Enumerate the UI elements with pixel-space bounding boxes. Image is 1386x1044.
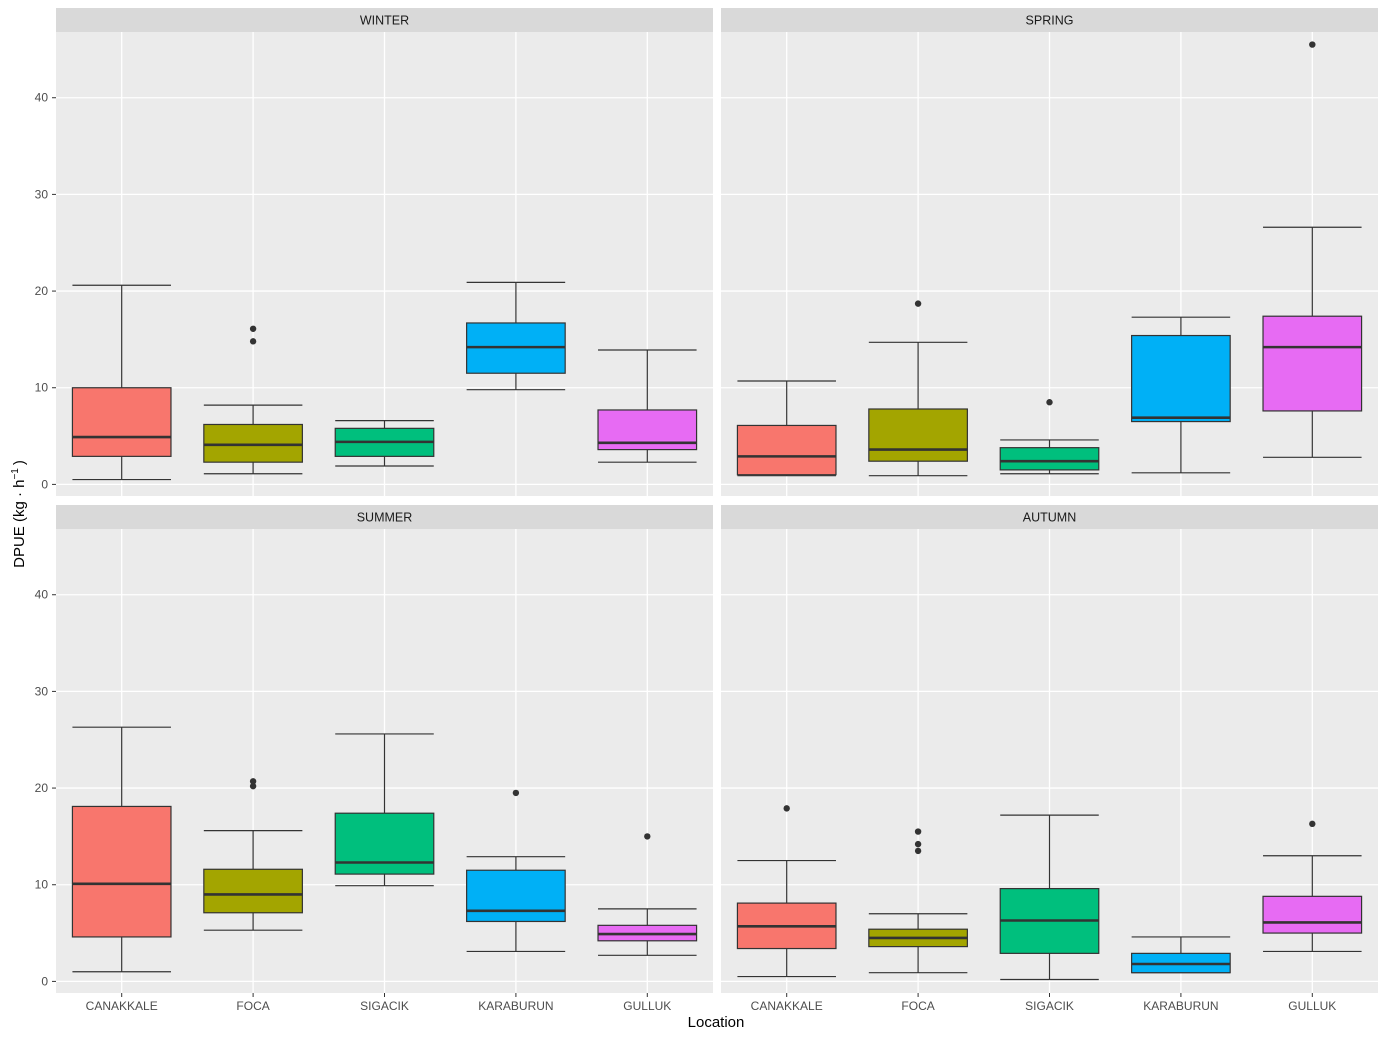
iqr-box <box>868 408 968 462</box>
y-axis-title-superscript: −1 <box>10 468 21 480</box>
box-sigacik <box>999 814 1100 981</box>
iqr-box <box>203 423 303 463</box>
y-tick-label: 40 <box>35 588 49 602</box>
outlier-point <box>512 789 520 797</box>
outlier-point <box>249 338 257 345</box>
strip-header <box>721 8 1378 32</box>
y-axis-title-suffix: ) <box>11 460 28 465</box>
strip-header <box>721 505 1378 529</box>
y-tick-label: 30 <box>35 684 49 698</box>
outlier-point <box>1046 399 1053 406</box>
outlier-point <box>914 300 922 307</box>
box-sigacik <box>334 733 435 887</box>
x-tick-label: CANAKKALE <box>751 999 823 1013</box>
outlier-point <box>249 782 257 790</box>
x-tick-label: KARABURUN <box>1143 999 1218 1013</box>
outlier-point <box>1309 41 1316 48</box>
outlier-point <box>914 847 922 855</box>
x-tick-label: CANAKKALE <box>86 999 158 1013</box>
iqr-box <box>1262 895 1363 934</box>
iqr-box <box>334 812 435 875</box>
outlier-point <box>249 325 257 332</box>
box-canakkale <box>71 726 172 973</box>
box-canakkale <box>71 284 172 481</box>
iqr-box <box>736 424 837 476</box>
panel-autumn: AUTUMN CANAKKALE FOCA SIGACIK KARABURUN GULLU… <box>721 505 1378 1013</box>
box-karaburun <box>1131 316 1231 474</box>
iqr-box <box>1262 315 1363 412</box>
box-gulluk <box>597 349 698 463</box>
y-tick-label: 10 <box>35 878 49 892</box>
strip-label: AUTUMN <box>1023 511 1076 525</box>
y-tick-label: 40 <box>35 91 49 105</box>
iqr-box <box>71 805 172 938</box>
panel-spring: SPRING <box>721 8 1378 496</box>
y-axis-title-main: DPUE (kg · h <box>11 480 28 568</box>
box-foca <box>203 778 303 931</box>
box-karaburun <box>466 281 566 391</box>
x-tick-label: KARABURUN <box>478 999 553 1013</box>
box-canakkale <box>736 380 837 477</box>
box-canakkale <box>736 805 837 978</box>
outlier-point <box>249 778 257 785</box>
box-sigacik <box>999 399 1100 475</box>
y-tick-label: 10 <box>35 381 49 395</box>
strip-label: WINTER <box>360 14 409 28</box>
x-tick-label: GULLUK <box>1288 999 1336 1013</box>
y-axis-title: DPUE (kg · h−1) <box>10 460 28 568</box>
strip-header <box>56 505 713 529</box>
box-karaburun <box>1131 936 1231 974</box>
y-tick-label: 20 <box>35 284 49 298</box>
box-foca <box>868 300 968 477</box>
y-tick-label: 0 <box>41 477 48 491</box>
iqr-box <box>203 868 303 914</box>
y-tick-label: 20 <box>35 781 49 795</box>
outlier-point <box>1309 820 1316 828</box>
y-tick-label: 30 <box>35 187 49 201</box>
iqr-box <box>999 447 1100 471</box>
box-foca <box>203 325 303 475</box>
iqr-box <box>466 869 566 923</box>
x-axis-title: Location <box>688 1014 745 1031</box>
x-tick-label: FOCA <box>901 999 934 1013</box>
panel-winter: WINTER 0 10 20 30 40 <box>35 8 713 496</box>
x-tick-label: SIGACIK <box>1025 999 1074 1013</box>
box-gulluk <box>597 833 698 956</box>
panel-summer: SUMMER 0 10 20 30 40 CANAKKALE FOCA SIGACIK KARAB… <box>35 505 713 1013</box>
outlier-point <box>914 828 922 835</box>
strip-header <box>56 8 713 32</box>
box-sigacik <box>334 420 435 467</box>
box-karaburun <box>466 789 566 953</box>
x-tick-label: FOCA <box>236 999 269 1013</box>
x-tick-label: GULLUK <box>623 999 671 1013</box>
iqr-box <box>1131 334 1231 423</box>
strip-label: SUMMER <box>357 511 413 525</box>
x-tick-label: SIGACIK <box>360 999 409 1013</box>
y-tick-label: 0 <box>41 974 48 988</box>
iqr-box <box>71 387 172 457</box>
box-foca <box>868 828 968 974</box>
box-gulluk <box>1262 820 1363 953</box>
strip-label: SPRING <box>1026 14 1074 28</box>
outlier-point <box>783 805 790 812</box>
outlier-point <box>644 833 651 840</box>
box-gulluk <box>1262 41 1363 458</box>
outlier-point <box>914 840 922 848</box>
